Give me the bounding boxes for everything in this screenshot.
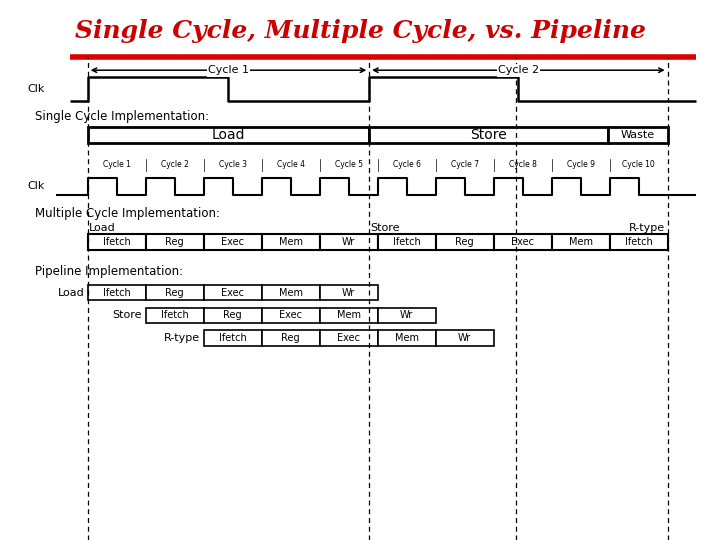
Bar — [369, 127, 608, 143]
Bar — [608, 127, 667, 143]
Bar — [145, 308, 204, 323]
Text: Clk: Clk — [27, 181, 45, 191]
Text: Cycle 10: Cycle 10 — [622, 160, 655, 169]
Bar — [436, 234, 494, 250]
Text: Mem: Mem — [279, 288, 302, 298]
Text: Load: Load — [58, 288, 84, 298]
Text: Wr: Wr — [458, 333, 472, 343]
Text: Cycle 2: Cycle 2 — [161, 160, 189, 169]
Text: Waste: Waste — [621, 130, 654, 140]
Text: Exec: Exec — [221, 237, 244, 247]
Text: Wr: Wr — [342, 237, 355, 247]
Bar — [320, 308, 378, 323]
Bar — [145, 234, 204, 250]
Text: Cycle 6: Cycle 6 — [392, 160, 420, 169]
Text: Reg: Reg — [282, 333, 300, 343]
Text: Store: Store — [371, 223, 400, 233]
Bar — [378, 330, 436, 346]
Text: Cycle 1: Cycle 1 — [103, 160, 131, 169]
Text: Mem: Mem — [279, 237, 302, 247]
Text: Ifetch: Ifetch — [219, 333, 246, 343]
Text: R-type: R-type — [629, 223, 665, 233]
Text: Reg: Reg — [455, 237, 474, 247]
Bar — [261, 330, 320, 346]
Text: Cycle 3: Cycle 3 — [219, 160, 247, 169]
Text: Ifetch: Ifetch — [103, 288, 130, 298]
Text: Cycle 7: Cycle 7 — [451, 160, 479, 169]
Bar — [610, 234, 667, 250]
Text: Single Cycle, Multiple Cycle, vs. Pipeline: Single Cycle, Multiple Cycle, vs. Pipeli… — [75, 19, 645, 43]
Bar — [378, 308, 436, 323]
Text: Cycle 9: Cycle 9 — [567, 160, 595, 169]
Text: Wr: Wr — [400, 310, 413, 320]
Text: Ifetch: Ifetch — [161, 310, 189, 320]
Bar — [320, 285, 378, 300]
Text: Clk: Clk — [27, 84, 45, 94]
Bar — [204, 308, 261, 323]
Bar — [320, 330, 378, 346]
Text: Exec: Exec — [279, 310, 302, 320]
Text: Pipeline Implementation:: Pipeline Implementation: — [35, 265, 183, 278]
Bar — [204, 234, 261, 250]
Bar — [320, 234, 378, 250]
Text: Reg: Reg — [223, 310, 242, 320]
Text: Cycle 2: Cycle 2 — [498, 65, 539, 75]
Text: Ifetch: Ifetch — [393, 237, 420, 247]
Text: Reg: Reg — [166, 237, 184, 247]
Bar — [88, 127, 369, 143]
Text: Wr: Wr — [342, 288, 355, 298]
Bar — [204, 285, 261, 300]
Bar — [145, 285, 204, 300]
Text: Multiple Cycle Implementation:: Multiple Cycle Implementation: — [35, 207, 220, 220]
Text: R-type: R-type — [164, 333, 200, 343]
Text: Store: Store — [113, 310, 143, 320]
Text: Cycle 8: Cycle 8 — [509, 160, 536, 169]
Text: Mem: Mem — [337, 310, 361, 320]
Bar — [261, 308, 320, 323]
Bar — [436, 330, 494, 346]
Text: Cycle 5: Cycle 5 — [335, 160, 363, 169]
Bar — [261, 285, 320, 300]
Bar — [552, 234, 610, 250]
Bar — [88, 285, 145, 300]
Text: Exec: Exec — [221, 288, 244, 298]
Bar — [494, 234, 552, 250]
Bar — [88, 234, 145, 250]
Text: Store: Store — [470, 128, 507, 142]
Bar — [261, 234, 320, 250]
Text: Ifetch: Ifetch — [103, 237, 130, 247]
Text: Mem: Mem — [395, 333, 418, 343]
Text: Single Cycle Implementation:: Single Cycle Implementation: — [35, 110, 209, 123]
Text: Exec: Exec — [337, 333, 360, 343]
Text: Load: Load — [89, 223, 116, 233]
Text: Reg: Reg — [166, 288, 184, 298]
Text: Exec: Exec — [511, 237, 534, 247]
Text: Cycle 4: Cycle 4 — [276, 160, 305, 169]
Text: Ifetch: Ifetch — [625, 237, 652, 247]
Text: Load: Load — [212, 128, 246, 142]
Bar — [204, 330, 261, 346]
Text: Mem: Mem — [569, 237, 593, 247]
Text: Cycle 1: Cycle 1 — [208, 65, 249, 75]
Bar — [378, 234, 436, 250]
